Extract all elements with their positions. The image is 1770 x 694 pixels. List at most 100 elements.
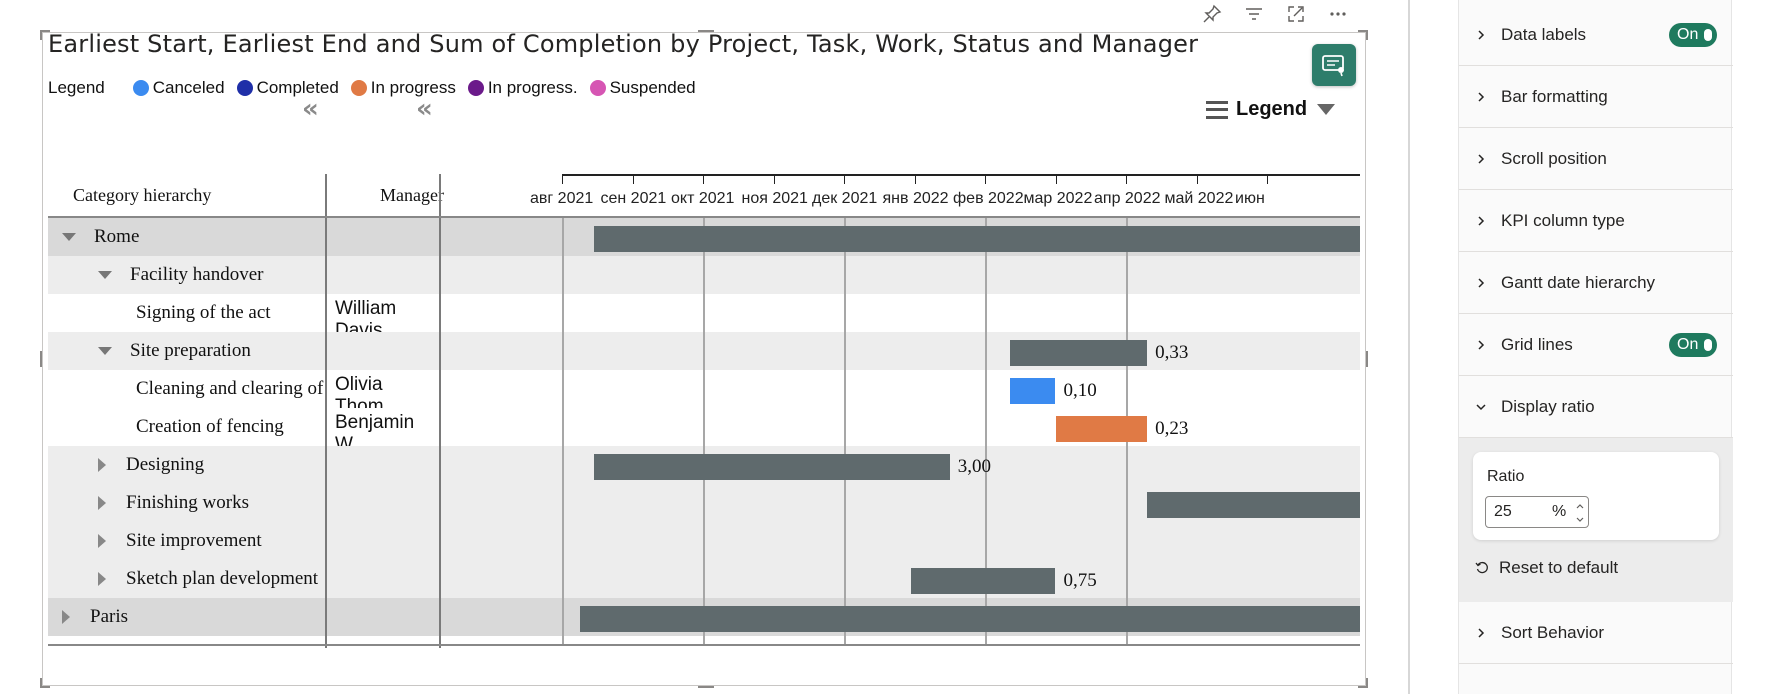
resize-handle-right[interactable]: [1364, 351, 1368, 367]
expand-caret-icon[interactable]: [98, 572, 106, 586]
gantt-bar[interactable]: [910, 568, 1056, 594]
row-category-label: Sketch plan development: [98, 560, 325, 598]
row-label-text: Creation of fencing: [136, 416, 284, 437]
more-options-icon[interactable]: [1326, 2, 1350, 26]
legend-label: Suspended: [609, 78, 696, 97]
reset-to-default-button[interactable]: Reset to default: [1475, 558, 1618, 578]
gridline: [703, 218, 705, 646]
on-off-toggle[interactable]: On: [1669, 333, 1717, 357]
axis-month-label: сен 2021: [600, 190, 667, 207]
row-label-text: Signing of the act: [136, 302, 271, 323]
format-section-gantt-date-hierarchy[interactable]: Gantt date hierarchy: [1459, 252, 1733, 314]
visual-title: Earliest Start, Earliest End and Sum of …: [48, 30, 1199, 58]
spin-down-icon[interactable]: [1574, 513, 1586, 525]
row-label-text: Site improvement: [126, 530, 262, 551]
resize-handle-top-right[interactable]: [1358, 30, 1368, 40]
axis-month-label: фев 2022: [953, 190, 1024, 207]
chevron-right-icon: [1475, 277, 1487, 289]
reset-label: Reset to default: [1499, 558, 1619, 577]
expand-caret-icon[interactable]: [62, 610, 70, 624]
row-category-label: Paris: [62, 598, 325, 636]
resize-handle-bottom[interactable]: [698, 684, 714, 688]
legend-toggle-button[interactable]: Legend: [1206, 98, 1336, 121]
gantt-bar[interactable]: [1147, 492, 1360, 518]
legend-dot-icon: [350, 80, 367, 96]
axis-month-label: окт 2021: [671, 190, 735, 207]
legend-label: Completed: [256, 78, 339, 97]
expand-caret-icon[interactable]: [98, 458, 106, 472]
legend-item-completed[interactable]: Completed: [236, 78, 339, 98]
column-separator[interactable]: [325, 174, 327, 648]
pin-icon[interactable]: [1200, 2, 1224, 26]
expand-caret-icon[interactable]: [98, 496, 106, 510]
row-label-text: Sketch plan development: [126, 568, 319, 589]
on-off-toggle[interactable]: On: [1669, 23, 1717, 47]
filter-icon[interactable]: [1242, 2, 1266, 26]
row-label-text: Paris: [90, 606, 128, 627]
legend-item-canceled[interactable]: Canceled: [132, 78, 225, 98]
axis-tick: [1267, 174, 1268, 184]
focus-mode-icon[interactable]: [1284, 2, 1308, 26]
smart-narrative-icon[interactable]: [1312, 44, 1356, 86]
resize-handle-bottom-right[interactable]: [1358, 678, 1368, 688]
expand-caret-icon[interactable]: [98, 534, 106, 548]
pane-divider[interactable]: [1408, 0, 1410, 694]
chevron-right-icon: [1475, 627, 1487, 639]
timeline-axis: авг 2021 сен 2021 окт 2021 ноя 2021 дек 2021…: [530, 174, 1360, 216]
axis-month-label: авг 2021: [530, 190, 594, 207]
format-section-kpi-column-type[interactable]: KPI column type: [1459, 190, 1733, 252]
format-section-sort-behavior[interactable]: Sort Behavior: [1459, 602, 1733, 664]
grid-bottom-border: [48, 644, 1360, 646]
resize-handle-left[interactable]: [40, 351, 44, 367]
format-section-scroll-position[interactable]: Scroll position: [1459, 128, 1733, 190]
collapse-caret-icon[interactable]: [62, 233, 76, 241]
gantt-visual-container[interactable]: [40, 30, 1368, 688]
section-label: Sort Behavior: [1501, 622, 1604, 642]
toggle-label: On: [1677, 26, 1699, 43]
gantt-bar[interactable]: [579, 606, 1360, 632]
column-header-category: Category hierarchy: [73, 184, 212, 205]
legend-item-in-progress-dot[interactable]: In progress.: [467, 78, 578, 98]
gantt-bar[interactable]: [1009, 340, 1148, 366]
row-category-label: Site preparation: [98, 332, 325, 370]
gantt-bar[interactable]: [1055, 416, 1148, 442]
format-section-bar-formatting[interactable]: Bar formatting: [1459, 66, 1733, 128]
axis-tick: [914, 174, 916, 184]
resize-handle-bottom-left[interactable]: [40, 678, 50, 688]
spin-up-icon[interactable]: [1574, 500, 1586, 512]
axis-line: [562, 174, 1360, 176]
axis-month-label: ноя 2021: [741, 190, 808, 207]
legend-dot-icon: [132, 80, 149, 96]
chevron-right-icon: [1475, 29, 1487, 41]
bar-data-label: 0,33: [1155, 342, 1189, 363]
resize-handle-top-left[interactable]: [40, 30, 50, 40]
legend-item-suspended[interactable]: Suspended: [589, 78, 696, 98]
gantt-bar[interactable]: [593, 454, 950, 480]
axis-tick: [844, 174, 845, 184]
format-section-data-labels[interactable]: Data labels On: [1459, 4, 1733, 66]
column-separator[interactable]: [439, 174, 441, 648]
format-section-grid-lines[interactable]: Grid lines On: [1459, 314, 1733, 376]
axis-tick: [703, 174, 704, 184]
axis-month-label: дек 2021: [812, 190, 878, 207]
ratio-label: Ratio: [1487, 468, 1525, 485]
axis-tick: [562, 174, 563, 184]
gantt-bar[interactable]: [593, 226, 1360, 252]
axis-tick: [1196, 174, 1198, 184]
legend-item-in-progress[interactable]: In progress: [350, 78, 456, 98]
row-label-text: Finishing works: [126, 492, 249, 513]
collapse-caret-icon[interactable]: [98, 271, 112, 279]
gantt-bar[interactable]: [1009, 378, 1056, 404]
bar-data-label: 3,00: [957, 456, 991, 477]
section-label: Scroll position: [1501, 148, 1607, 168]
collapse-caret-icon[interactable]: [98, 347, 112, 355]
dropdown-arrow-icon: [1317, 104, 1336, 115]
row-label-text: Site preparation: [130, 340, 251, 361]
row-category-label: Finishing works: [98, 484, 325, 522]
collapse-category-column-icon[interactable]: «: [302, 94, 319, 124]
format-section-display-ratio[interactable]: Display ratio: [1459, 376, 1733, 438]
chevron-right-icon: [1475, 91, 1487, 103]
ratio-input[interactable]: 25%: [1485, 496, 1589, 528]
resize-handle-top[interactable]: [698, 30, 714, 34]
collapse-manager-column-icon[interactable]: «: [416, 94, 433, 124]
